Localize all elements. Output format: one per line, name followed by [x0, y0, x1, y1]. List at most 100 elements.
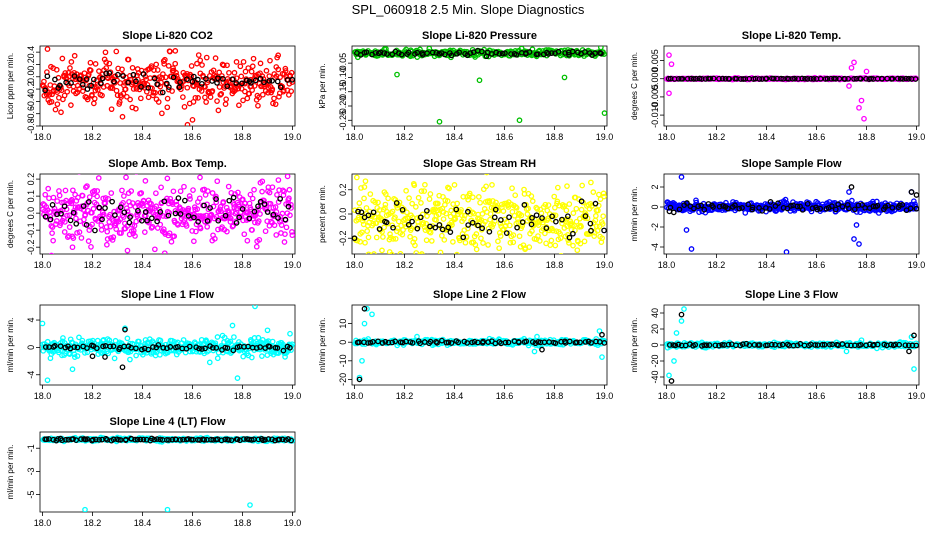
mean-point: [900, 76, 906, 82]
sample-point: [194, 206, 201, 212]
mean-point: [859, 202, 865, 208]
mean-point: [529, 214, 535, 221]
y-tick-label: 0.0: [26, 207, 36, 220]
sample-point: [371, 251, 377, 254]
sample-point: [137, 95, 144, 102]
mean-point: [176, 84, 183, 91]
sample-point: [253, 243, 260, 250]
mean-point: [142, 209, 149, 215]
mean-point: [912, 76, 919, 82]
y-tick-label: 10: [338, 319, 348, 329]
sample-point: [113, 87, 120, 94]
mean-point: [409, 218, 415, 225]
mean-point: [675, 75, 682, 82]
mean-point: [191, 214, 197, 221]
mean-point: [247, 80, 254, 86]
mean-point: [280, 347, 287, 354]
sample-point: [125, 56, 132, 63]
data-points: [664, 52, 919, 122]
mean-point: [120, 73, 127, 79]
sample-point: [191, 238, 197, 245]
mean-point: [382, 338, 389, 345]
sample-point: [214, 334, 221, 340]
sample-point: [199, 62, 205, 68]
sample-point: [193, 228, 199, 235]
y-tick-label: -0.15: [338, 81, 348, 102]
mean-point: [491, 214, 498, 221]
mean-point: [145, 85, 152, 91]
sample-point: [148, 225, 155, 231]
sample-point: [280, 87, 287, 94]
sample-point: [375, 199, 381, 206]
sample-point: [148, 63, 155, 69]
sample-point: [381, 224, 388, 231]
sample-point: [483, 183, 489, 190]
mean-point: [229, 76, 236, 83]
sample-point: [362, 239, 368, 246]
sample-point: [73, 215, 79, 222]
x-tick-label: 19.0: [284, 260, 302, 270]
x-tick-label: 18.6: [184, 518, 202, 528]
sample-point: [52, 106, 59, 113]
sample-point: [250, 55, 257, 62]
sample-point: [86, 227, 93, 233]
mean-point: [177, 211, 184, 217]
sample-point: [259, 188, 265, 195]
data-points: [352, 305, 607, 383]
sample-point: [256, 94, 262, 101]
mean-point: [196, 345, 203, 352]
sample-point: [566, 239, 572, 246]
sample-point: [119, 113, 126, 120]
mean-point: [140, 71, 147, 77]
sample-point: [259, 353, 265, 359]
mean-point: [684, 200, 690, 206]
sample-point: [409, 200, 416, 207]
sample-point: [599, 235, 606, 242]
sample-point: [245, 65, 252, 71]
sample-point: [189, 116, 196, 123]
x-tick-label: 18.2: [396, 260, 414, 270]
y-tick-label: -0.10: [338, 67, 348, 88]
sample-point: [202, 84, 208, 90]
mean-point: [185, 436, 191, 442]
mean-point: [599, 331, 605, 338]
x-tick-label: 19.0: [908, 132, 926, 142]
sample-point: [160, 71, 166, 77]
mean-point: [905, 75, 912, 82]
sample-point: [911, 366, 917, 372]
mean-point: [363, 49, 370, 56]
sample-point: [71, 52, 78, 59]
sample-point: [119, 187, 125, 194]
sample-point: [276, 93, 282, 100]
mean-point: [707, 75, 714, 82]
y-tick-label: -0.8: [26, 118, 36, 134]
mean-point: [233, 80, 240, 86]
mean-point: [817, 205, 824, 212]
sample-point: [108, 190, 115, 196]
sample-point: [213, 193, 219, 200]
sample-point: [271, 95, 277, 102]
sample-point: [545, 202, 552, 208]
sample-point: [204, 223, 211, 230]
sample-point: [395, 218, 402, 225]
sample-point: [380, 234, 386, 240]
data-points: [352, 174, 607, 254]
sample-point: [534, 333, 540, 340]
mean-point: [434, 340, 440, 346]
mean-point: [693, 75, 699, 82]
mean-point: [49, 201, 56, 208]
mean-point: [874, 202, 881, 209]
sample-point: [224, 62, 230, 69]
sample-point: [164, 175, 171, 182]
mean-point: [582, 339, 589, 345]
sample-point: [283, 224, 290, 231]
mean-point: [493, 49, 500, 56]
sample-point: [861, 115, 867, 122]
sample-point: [427, 191, 434, 197]
x-tick-label: 18.2: [396, 132, 414, 142]
mean-point: [252, 77, 259, 84]
panel-title: Slope Sample Flow: [741, 158, 842, 170]
sample-point: [166, 230, 173, 237]
